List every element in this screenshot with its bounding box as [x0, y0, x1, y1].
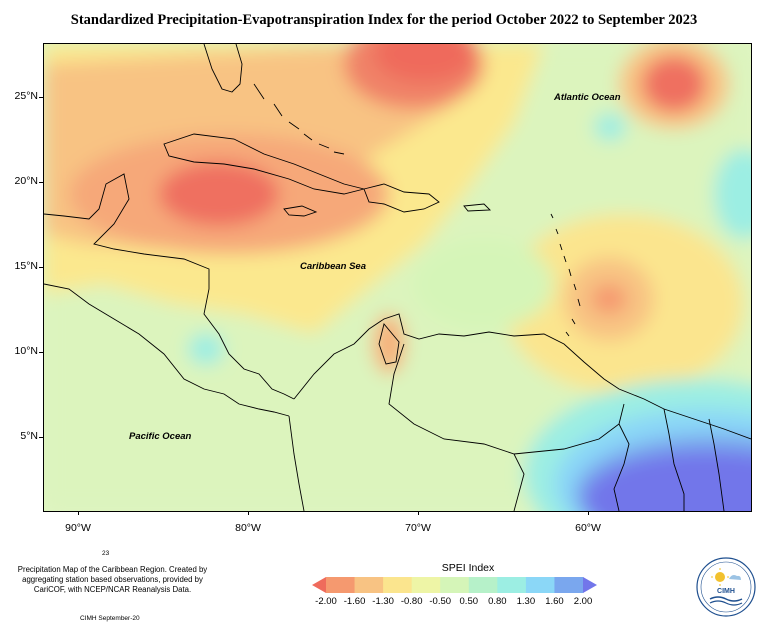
legend-label: -0.80: [400, 596, 423, 607]
footer-text: CIMH September-20: [80, 615, 140, 622]
legend-swatch: [440, 577, 470, 593]
lat-tick-25n: 25°N: [14, 90, 38, 102]
ocean-label-caribbean: Caribbean Sea: [300, 261, 366, 272]
spei-contours: [44, 44, 751, 511]
legend-label: 0.80: [488, 596, 507, 607]
cimh-logo-icon: CIMH: [696, 557, 756, 617]
lon-tick-90w: 90°W: [65, 522, 91, 534]
legend-swatch: [383, 577, 413, 593]
svg-text:CIMH: CIMH: [717, 588, 735, 595]
lat-tick-15n: 15°N: [14, 260, 38, 272]
ocean-label-pacific: Pacific Ocean: [129, 431, 192, 442]
legend-label: -0.50: [429, 596, 452, 607]
map-title: Standardized Precipitation-Evapotranspir…: [70, 12, 698, 28]
lat-tickmark: [39, 352, 43, 353]
legend-swatch: [554, 577, 584, 593]
legend-label: -1.30: [372, 596, 394, 607]
lat-tickmark: [39, 97, 43, 98]
legend-swatch: [468, 577, 498, 593]
ocean-label-atlantic: Atlantic Ocean: [554, 92, 621, 103]
spei-map: Atlantic Ocean Caribbean Sea Pacific Oce…: [43, 43, 752, 512]
lat-tickmark: [39, 437, 43, 438]
lat-tickmark: [39, 182, 43, 183]
spei-field: [44, 44, 751, 511]
lat-tick-5n: 5°N: [20, 430, 38, 442]
lon-tickmark: [78, 511, 79, 515]
legend-label: -2.00: [315, 596, 337, 607]
lon-tick-80w: 80°W: [235, 522, 261, 534]
legend-label: 1.60: [545, 596, 564, 607]
legend-label: 1.30: [516, 596, 536, 607]
legend-label: -1.60: [343, 596, 366, 607]
coastlines: [44, 44, 751, 511]
legend-swatch: [411, 577, 441, 593]
lat-tick-10n: 10°N: [14, 345, 38, 357]
legend-swatch: [583, 577, 597, 593]
legend-colorbar: [312, 577, 597, 593]
legend-label: 0.50: [459, 596, 479, 607]
lat-tickmark: [39, 267, 43, 268]
legend-title: SPEI Index: [441, 562, 495, 574]
legend-swatch: [525, 577, 555, 593]
lon-tickmark: [588, 511, 589, 515]
lon-tick-70w: 70°W: [405, 522, 431, 534]
legend-swatch: [497, 577, 527, 593]
legend-label: 2.00: [573, 596, 593, 607]
legend-swatch: [312, 577, 326, 593]
lon-tickmark: [248, 511, 249, 515]
lat-tick-20n: 20°N: [14, 175, 38, 187]
page-number: 23: [102, 550, 110, 557]
legend-labels: -2.00 -1.60 -1.30 -0.80 -0.50 0.50 0.80 1.30 1.6…: [312, 596, 597, 608]
legend-swatch: [326, 577, 356, 593]
lon-tick-60w: 60°W: [575, 522, 601, 534]
legend-swatch: [354, 577, 384, 593]
map-credits: Precipitation Map of the Caribbean Regio…: [17, 565, 208, 594]
lon-tickmark: [418, 511, 419, 515]
